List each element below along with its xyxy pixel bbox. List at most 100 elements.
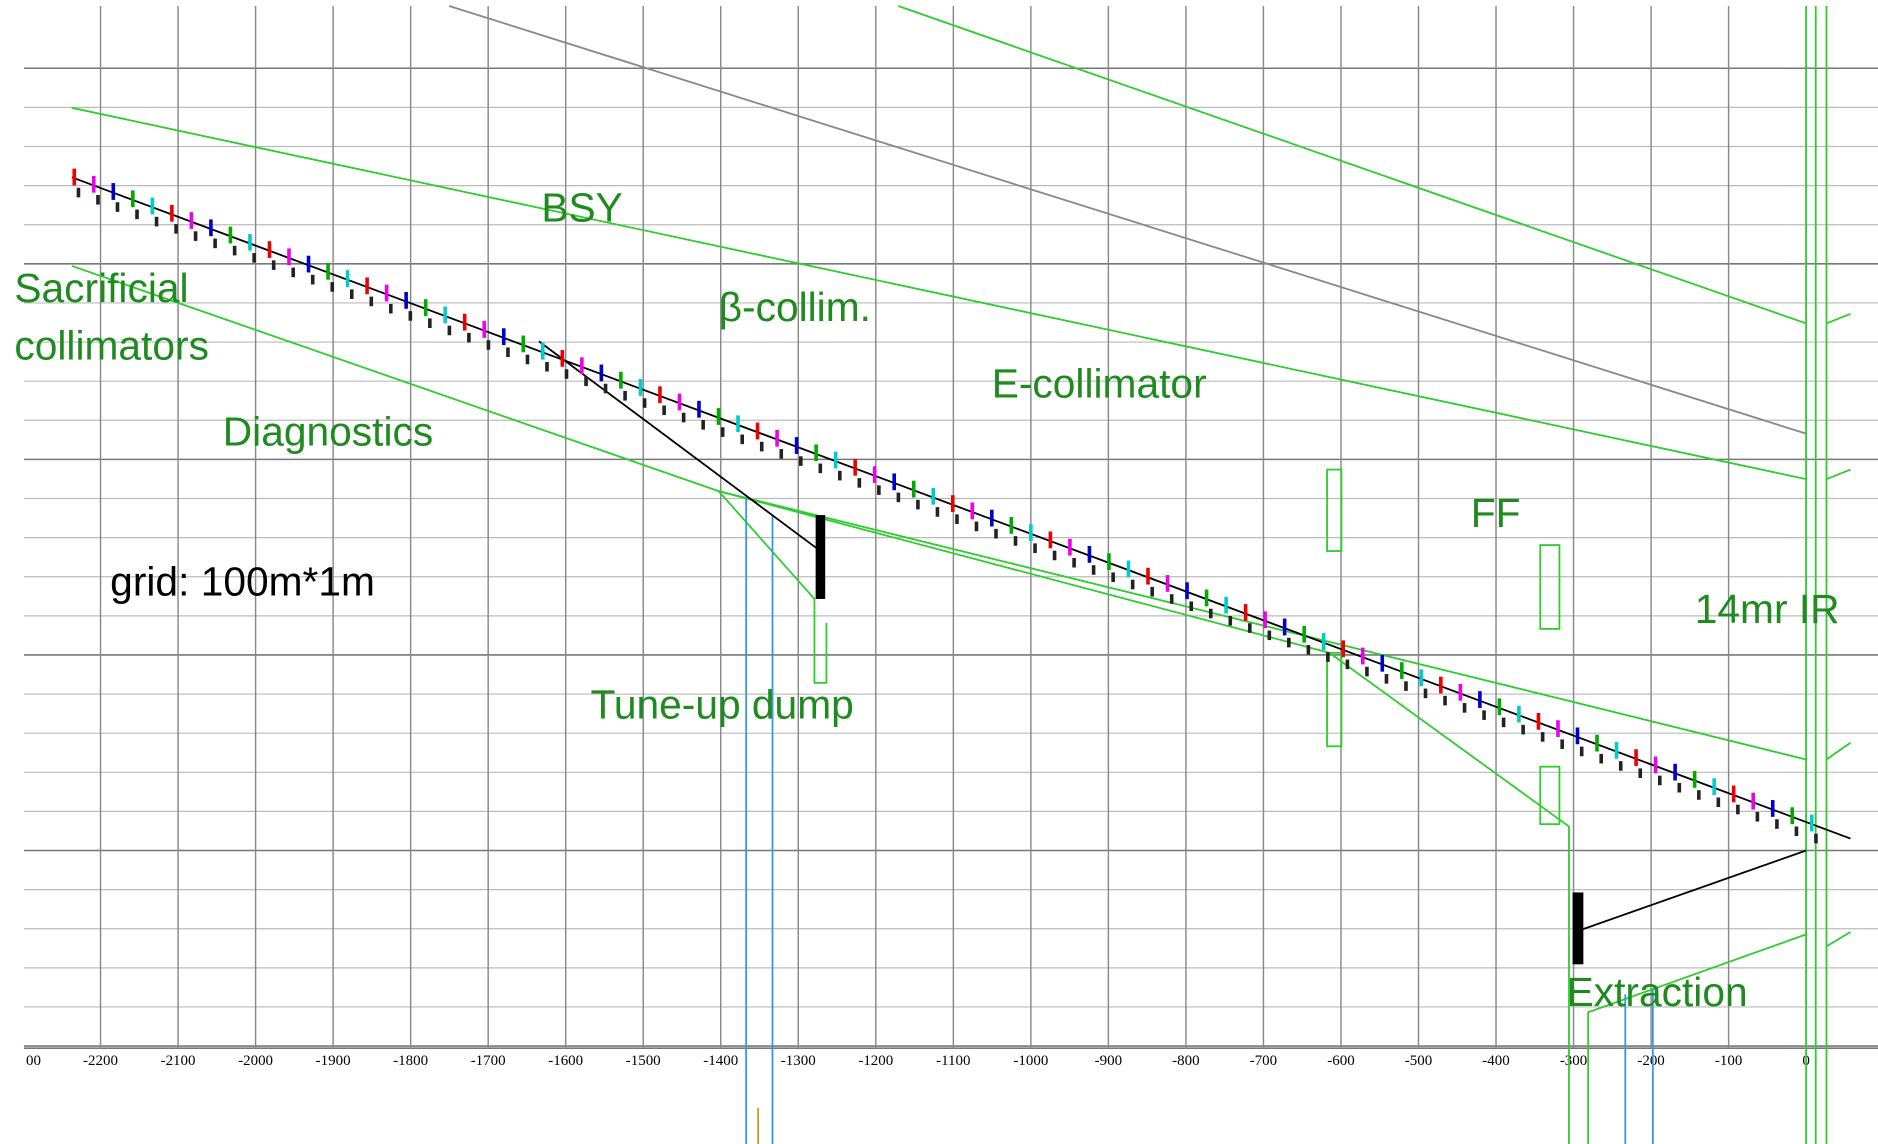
magnet	[1321, 633, 1326, 650]
grid: 00 -2200 -2100 -2000 -1900 -1800 -1700 -1600 -15…	[23, 5, 1878, 1069]
magnet	[872, 466, 877, 483]
device	[174, 224, 178, 234]
device	[1579, 746, 1584, 757]
magnet	[91, 175, 96, 193]
device	[1248, 623, 1252, 633]
green-outline	[718, 490, 1570, 1144]
device	[1150, 586, 1154, 597]
magnet	[482, 321, 487, 338]
device	[857, 478, 862, 488]
device	[701, 420, 705, 430]
magnet	[1478, 691, 1482, 708]
magnet	[1146, 567, 1150, 585]
device	[1287, 637, 1291, 648]
magnet	[599, 364, 604, 382]
magnet	[170, 204, 174, 222]
box	[1539, 765, 1561, 826]
x-tick-label: -2200	[83, 1053, 118, 1069]
green-outline	[897, 5, 1807, 325]
magnet	[131, 190, 135, 208]
x-tick-label: -400	[1482, 1053, 1509, 1069]
device	[623, 390, 627, 401]
magnet	[228, 226, 233, 244]
magnet	[1770, 800, 1775, 817]
label: Extraction	[1567, 969, 1748, 1015]
device	[1013, 536, 1018, 546]
x-tick-label: -2000	[238, 1053, 273, 1069]
device	[252, 253, 256, 263]
dump-beam	[538, 340, 821, 552]
magnet	[111, 183, 116, 200]
device	[1208, 608, 1213, 619]
device	[603, 383, 608, 394]
device	[759, 441, 764, 452]
magnet	[1439, 676, 1443, 694]
device	[642, 398, 647, 408]
device	[232, 245, 237, 256]
magnet	[697, 400, 701, 418]
magnet	[911, 480, 916, 498]
x-tick-label: -1300	[781, 1053, 816, 1069]
device	[525, 354, 530, 365]
x-tick-label: -300	[1560, 1053, 1587, 1069]
magnet	[1029, 524, 1033, 542]
magnet	[775, 429, 779, 447]
magnet	[1399, 662, 1404, 679]
magnet	[248, 233, 252, 251]
dump-outline	[717, 490, 828, 684]
device	[193, 231, 198, 241]
device	[1384, 674, 1389, 684]
magnet	[541, 342, 545, 360]
device	[740, 434, 745, 445]
device	[564, 369, 569, 379]
gray-outline	[448, 5, 1807, 435]
device	[1267, 630, 1272, 641]
x-tick-label: -1700	[471, 1053, 506, 1069]
device	[486, 340, 491, 350]
device	[798, 456, 803, 466]
device	[681, 412, 686, 423]
magnet	[1087, 546, 1092, 563]
device	[213, 238, 217, 249]
magnet	[853, 458, 857, 476]
device	[1697, 790, 1701, 800]
device	[1423, 688, 1428, 699]
label: 14mr IR	[1695, 586, 1840, 632]
magnet	[1614, 741, 1619, 759]
device	[1443, 695, 1447, 706]
device	[447, 325, 452, 336]
outlines	[71, 5, 1851, 1144]
magnet	[970, 502, 975, 520]
device	[916, 499, 920, 510]
magnet	[1712, 778, 1716, 796]
device	[896, 492, 901, 503]
magnet	[462, 313, 467, 331]
magnet	[833, 451, 838, 469]
green-outline	[71, 106, 1807, 481]
label: FF	[1471, 490, 1521, 536]
box	[1326, 468, 1343, 552]
magnet	[560, 350, 565, 367]
extraction-beam	[1574, 849, 1807, 933]
magnet	[1673, 763, 1677, 781]
device	[818, 463, 823, 474]
device	[271, 260, 276, 270]
magnet	[326, 262, 330, 280]
x-tick-label: -700	[1250, 1053, 1277, 1069]
device	[154, 216, 159, 227]
extraction-dump	[1572, 892, 1584, 965]
device	[1482, 710, 1486, 720]
label: BSY	[541, 185, 622, 231]
device	[1521, 724, 1525, 735]
x-tick-label: -500	[1405, 1053, 1432, 1069]
magnet	[1263, 611, 1267, 629]
magnet	[521, 335, 526, 353]
dump	[815, 515, 826, 599]
device	[291, 267, 295, 278]
magnet	[501, 328, 506, 346]
magnet	[736, 415, 740, 433]
device	[974, 521, 979, 532]
magnet	[814, 444, 818, 462]
device	[349, 289, 354, 299]
